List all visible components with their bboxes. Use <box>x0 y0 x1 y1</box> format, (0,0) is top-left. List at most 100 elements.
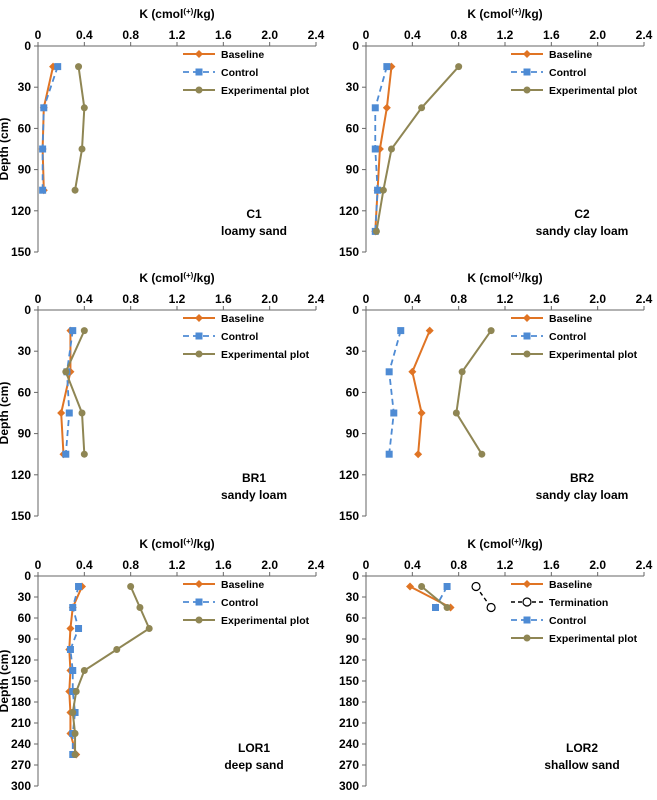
x-tick-label: 0 <box>363 28 370 42</box>
data-point <box>425 326 434 335</box>
panel-id: LOR2 <box>566 741 598 755</box>
y-tick-label: 30 <box>18 590 32 604</box>
x-tick-label: 2.0 <box>589 292 606 306</box>
data-point <box>390 409 398 417</box>
y-tick-label: 60 <box>346 385 360 399</box>
x-tick-label: 2.0 <box>261 558 278 572</box>
data-point <box>66 624 75 633</box>
series-line <box>60 330 72 455</box>
x-tick-label: 2.4 <box>636 292 653 306</box>
series-line <box>420 585 448 609</box>
data-point <box>385 368 393 376</box>
series-experimental-plot <box>69 583 153 758</box>
y-tick-label: 0 <box>24 569 31 583</box>
legend-entry: Control <box>221 597 258 609</box>
data-point <box>71 751 79 758</box>
y-tick-label: 60 <box>346 121 360 135</box>
x-tick-label: 0 <box>363 558 370 572</box>
data-point <box>80 667 88 674</box>
legend-marker <box>195 332 203 340</box>
data-point <box>387 145 395 153</box>
legend-marker <box>523 580 531 588</box>
data-point <box>471 581 481 592</box>
x-tick-label: 2.4 <box>636 28 653 42</box>
series-baseline <box>408 326 434 459</box>
x-tick-label: 1.6 <box>543 558 560 572</box>
y-tick-label: 120 <box>11 653 31 667</box>
legend-marker <box>195 50 203 58</box>
y-tick-label: 60 <box>346 611 360 625</box>
data-point <box>385 450 393 458</box>
y-tick-label: 60 <box>18 385 32 399</box>
data-point <box>136 604 144 611</box>
data-point <box>372 227 380 235</box>
series-baseline <box>38 62 58 195</box>
legend-marker <box>523 86 531 94</box>
x-tick-label: 1.2 <box>497 292 514 306</box>
data-point <box>80 104 88 112</box>
series-experimental-plot <box>372 63 463 235</box>
data-point <box>487 327 495 335</box>
data-point <box>374 186 382 194</box>
x-tick-label: 0 <box>35 28 42 42</box>
y-tick-label: 150 <box>339 674 359 688</box>
x-tick-label: 0.8 <box>450 292 467 306</box>
legend-marker <box>523 616 531 624</box>
y-tick-label: 0 <box>24 303 31 317</box>
data-point <box>66 646 74 653</box>
data-point <box>62 368 70 376</box>
legend: Baseline Control Experimental plot <box>511 313 638 361</box>
legend-marker <box>195 580 203 588</box>
legend: Baseline Control Experimental plot <box>511 49 638 97</box>
y-tick-label: 150 <box>11 245 31 259</box>
x-tick-label: 0.4 <box>404 292 421 306</box>
data-point <box>408 367 417 376</box>
legend-marker <box>523 634 531 642</box>
data-point <box>397 327 405 335</box>
x-axis-title: K (cmol(+)/kg) <box>467 271 542 286</box>
x-tick-label: 1.6 <box>215 292 232 306</box>
legend-entry: Experimental plot <box>549 633 638 645</box>
series-control <box>39 63 62 194</box>
y-tick-label: 90 <box>346 163 360 177</box>
data-point <box>69 667 77 674</box>
legend-entry: Baseline <box>549 313 592 325</box>
data-point <box>54 63 62 71</box>
panel-c1: 0 0.4 0.8 1.2 1.6 2.0 2.4 0 30 60 90 120 150 K (cmol(… <box>0 7 325 260</box>
legend: Baseline Control Experimental plot <box>183 49 310 97</box>
y-tick-label: 90 <box>346 427 360 441</box>
series-line <box>64 330 86 455</box>
x-tick-label: 0.8 <box>122 292 139 306</box>
x-tick-label: 0.4 <box>404 28 421 42</box>
legend-marker <box>523 350 531 358</box>
data-point <box>443 583 451 590</box>
series-experimental-plot <box>452 327 495 458</box>
y-tick-label: 180 <box>339 695 359 709</box>
data-point <box>418 583 426 590</box>
y-tick-label: 120 <box>11 204 31 218</box>
legend-entry: Baseline <box>549 579 592 591</box>
x-tick-label: 1.6 <box>543 292 560 306</box>
y-tick-label: 90 <box>18 427 32 441</box>
x-tick-label: 2.4 <box>308 28 325 42</box>
y-tick-label: 30 <box>18 80 32 94</box>
panel-annotation: C1 loamy sand <box>221 207 287 238</box>
data-point <box>417 409 426 417</box>
x-tick-label: 1.2 <box>497 28 514 42</box>
x-tick-label: 2.0 <box>261 28 278 42</box>
panel-id: BR1 <box>242 471 266 485</box>
panel-c2: 0 0.4 0.8 1.2 1.6 2.0 2.4 0 30 60 90 120 150 K (cmol(… <box>339 7 653 260</box>
y-tick-label: 300 <box>11 779 31 793</box>
legend-marker <box>522 597 532 607</box>
x-tick-label: 2.4 <box>636 558 653 572</box>
legend-marker <box>195 314 203 322</box>
legend-entry: Termination <box>549 597 608 609</box>
data-point <box>39 186 47 194</box>
panel-id: C1 <box>246 207 262 221</box>
panel-lor1: 0 0.4 0.8 1.2 1.6 2.0 2.4 0 30 60 90 120 150 180 210 24… <box>0 537 325 794</box>
legend-marker <box>523 314 531 322</box>
series-control <box>385 327 405 458</box>
y-tick-label: 60 <box>18 611 32 625</box>
legend-marker <box>523 332 531 340</box>
y-tick-label: 0 <box>352 303 359 317</box>
